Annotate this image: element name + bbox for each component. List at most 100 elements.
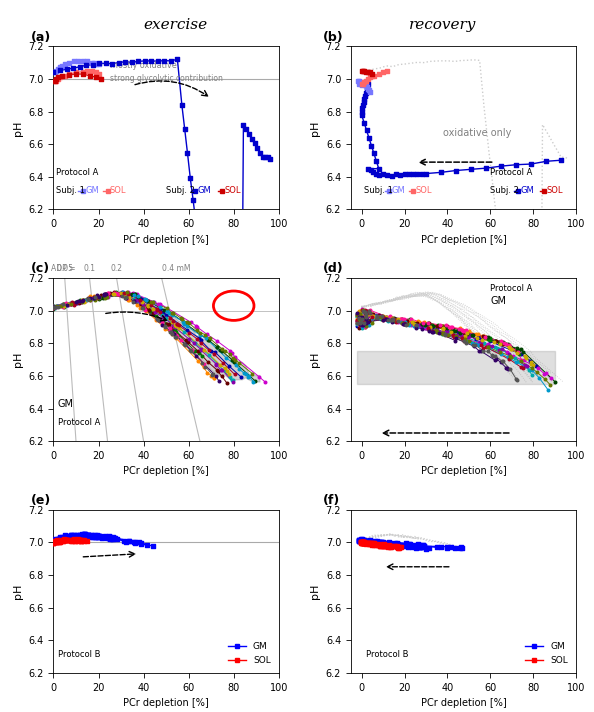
Point [80, 529, 89, 540]
Point [478, 330, 487, 342]
Point [64, 531, 73, 543]
Point [355, 535, 364, 546]
Point [49, 302, 58, 313]
Point [69, 530, 79, 541]
Point [527, 362, 536, 374]
Point [57, 531, 67, 543]
Point [206, 345, 216, 357]
Point [476, 340, 485, 351]
Point [136, 293, 146, 305]
Point [148, 303, 157, 314]
Point [50, 535, 59, 546]
Point [69, 529, 79, 540]
Point [473, 333, 482, 344]
Point [494, 344, 504, 355]
Point [195, 330, 205, 341]
Point [161, 312, 170, 323]
Point [412, 320, 421, 331]
Point [376, 536, 386, 548]
Text: 0.4 mM: 0.4 mM [162, 263, 190, 273]
Point [153, 56, 163, 67]
Point [355, 308, 365, 319]
X-axis label: PCr depletion [%]: PCr depletion [%] [123, 466, 209, 476]
Point [364, 73, 373, 85]
Point [89, 293, 99, 305]
Point [360, 311, 369, 323]
Point [91, 291, 100, 303]
Point [203, 356, 213, 367]
Point [109, 289, 118, 300]
Point [175, 323, 184, 334]
Point [359, 313, 368, 324]
Point [99, 531, 109, 543]
Point [446, 327, 456, 338]
Point [365, 535, 374, 547]
Point [384, 313, 394, 325]
Point [108, 288, 117, 300]
Point [369, 538, 378, 550]
Point [141, 295, 151, 306]
Point [364, 319, 374, 330]
Point [357, 80, 366, 91]
Point [407, 542, 417, 553]
Point [365, 535, 374, 547]
Point [428, 325, 438, 337]
Point [71, 297, 81, 308]
Point [100, 288, 110, 300]
Point [454, 323, 464, 335]
Point [49, 301, 59, 313]
Point [505, 364, 515, 375]
Point [462, 328, 472, 340]
Point [359, 314, 368, 325]
Point [359, 538, 369, 549]
Point [387, 313, 397, 324]
Point [81, 295, 90, 307]
Point [371, 310, 381, 322]
Point [165, 327, 175, 338]
Point [126, 289, 135, 300]
Point [162, 309, 171, 320]
Point [425, 318, 434, 329]
Point [360, 305, 369, 317]
Point [225, 360, 234, 372]
Point [453, 330, 462, 341]
Point [170, 325, 179, 337]
Point [100, 291, 109, 303]
Point [49, 303, 58, 315]
Point [438, 323, 448, 334]
Point [407, 320, 416, 331]
Text: Subj. 2: Subj. 2 [491, 186, 519, 195]
Point [50, 75, 59, 86]
Point [172, 320, 181, 332]
Point [105, 533, 115, 545]
Point [202, 328, 211, 340]
Point [356, 311, 366, 323]
Point [225, 372, 235, 383]
Point [489, 336, 498, 347]
Point [119, 288, 129, 299]
Point [367, 317, 377, 328]
Point [258, 152, 268, 163]
Point [353, 320, 362, 332]
Point [383, 313, 393, 325]
Point [94, 530, 103, 541]
Point [49, 535, 58, 547]
Point [358, 312, 367, 323]
Point [63, 530, 72, 542]
Point [56, 532, 66, 543]
Point [371, 539, 381, 550]
Point [70, 530, 80, 542]
Text: 0.05: 0.05 [56, 263, 73, 273]
Point [383, 541, 393, 553]
Point [446, 542, 456, 553]
Point [156, 306, 165, 318]
Text: SOL: SOL [415, 186, 432, 195]
Point [469, 330, 478, 341]
Point [69, 299, 78, 310]
Point [360, 305, 369, 316]
Point [369, 70, 379, 81]
Point [93, 531, 102, 543]
Point [121, 292, 130, 303]
Point [437, 327, 446, 338]
Point [222, 352, 231, 364]
